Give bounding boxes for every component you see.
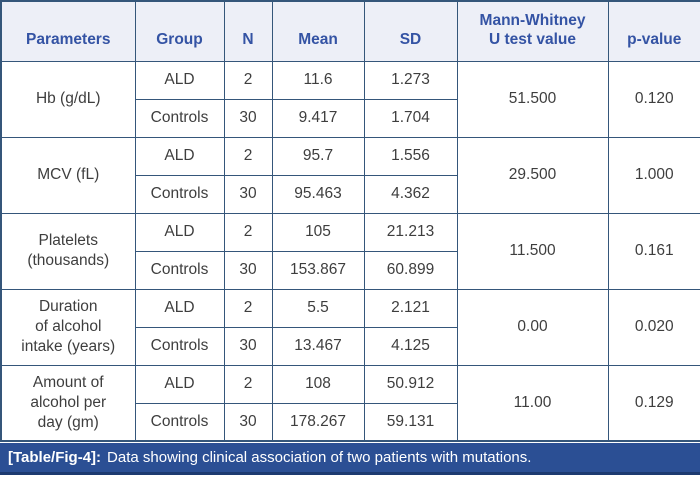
col-header-n: N xyxy=(223,0,273,62)
group-cell: Controls xyxy=(134,326,225,366)
table-row: Platelets (thousands) ALD 2 105 21.213 1… xyxy=(0,212,700,290)
col-header-sd: SD xyxy=(363,0,458,62)
n-cell: 2 xyxy=(223,288,273,328)
u-value-cell: 11.500 xyxy=(456,212,609,290)
sd-cell: 4.362 xyxy=(363,174,458,214)
n-cell: 30 xyxy=(223,402,273,442)
sd-cell: 1.556 xyxy=(363,136,458,176)
table-row: Controls 30 153.867 60.899 xyxy=(1,250,700,290)
mean-cell: 5.5 xyxy=(271,288,365,328)
mean-cell: 108 xyxy=(271,364,365,404)
sd-cell: 4.125 xyxy=(363,326,458,366)
table-row: Amount of alcohol per day (gm) ALD 2 108… xyxy=(0,364,700,442)
parameter-cell: Amount of alcohol per day (gm) xyxy=(0,364,136,442)
col-header-p-value: p-value xyxy=(607,0,700,62)
group-cell: Controls xyxy=(134,402,225,442)
header-row: Parameters Group N Mean SD Mann-Whitney … xyxy=(0,0,700,62)
mean-cell: 178.267 xyxy=(271,402,365,442)
table-row: Controls 30 95.463 4.362 xyxy=(1,174,700,214)
n-cell: 30 xyxy=(223,326,273,366)
parameter-cell: Duration of alcohol intake (years) xyxy=(0,288,136,366)
sd-cell: 1.704 xyxy=(363,98,458,138)
group-cell: ALD xyxy=(134,212,225,252)
table-row: Controls 30 13.467 4.125 xyxy=(1,326,700,366)
parameter-cell: Hb (g/dL) xyxy=(0,60,136,138)
p-value-cell: 1.000 xyxy=(607,136,700,214)
col-header-u-test: Mann-Whitney U test value xyxy=(456,0,609,62)
mean-cell: 9.417 xyxy=(271,98,365,138)
sd-cell: 1.273 xyxy=(363,60,458,100)
mean-cell: 105 xyxy=(271,212,365,252)
n-cell: 2 xyxy=(223,136,273,176)
clinical-association-table: Parameters Group N Mean SD Mann-Whitney … xyxy=(0,0,700,442)
u-value-cell: 0.00 xyxy=(456,288,609,366)
sd-cell: 2.121 xyxy=(363,288,458,328)
table-row: MCV (fL) ALD 2 95.7 1.556 29.500 1.000 xyxy=(0,136,700,214)
mean-cell: 13.467 xyxy=(271,326,365,366)
n-cell: 2 xyxy=(223,60,273,100)
col-header-parameters: Parameters xyxy=(0,0,136,62)
n-cell: 30 xyxy=(223,98,273,138)
group-cell: ALD xyxy=(134,136,225,176)
table-caption-bar: [Table/Fig-4]: Data showing clinical ass… xyxy=(0,443,700,475)
mean-cell: 153.867 xyxy=(271,250,365,290)
group-cell: ALD xyxy=(134,288,225,328)
col-header-mean: Mean xyxy=(271,0,365,62)
table-row: Controls 30 9.417 1.704 xyxy=(1,98,700,138)
p-value-cell: 0.129 xyxy=(607,364,700,442)
table-row: Duration of alcohol intake (years) ALD 2… xyxy=(0,288,700,366)
mean-cell: 95.463 xyxy=(271,174,365,214)
sd-cell: 50.912 xyxy=(363,364,458,404)
p-value-cell: 0.161 xyxy=(607,212,700,290)
sd-cell: 59.131 xyxy=(363,402,458,442)
u-value-cell: 51.500 xyxy=(456,60,609,138)
group-cell: Controls xyxy=(134,174,225,214)
p-value-cell: 0.020 xyxy=(607,288,700,366)
group-cell: ALD xyxy=(134,364,225,404)
mean-cell: 95.7 xyxy=(271,136,365,176)
group-cell: ALD xyxy=(134,60,225,100)
table-row: Controls 30 178.267 59.131 xyxy=(1,402,700,442)
u-value-cell: 29.500 xyxy=(456,136,609,214)
n-cell: 30 xyxy=(223,250,273,290)
group-cell: Controls xyxy=(134,98,225,138)
table-caption-label: [Table/Fig-4]: xyxy=(8,449,102,466)
n-cell: 2 xyxy=(223,212,273,252)
sd-cell: 60.899 xyxy=(363,250,458,290)
n-cell: 30 xyxy=(223,174,273,214)
mean-cell: 11.6 xyxy=(271,60,365,100)
p-value-cell: 0.120 xyxy=(607,60,700,138)
sd-cell: 21.213 xyxy=(363,212,458,252)
table-row: Hb (g/dL) ALD 2 11.6 1.273 51.500 0.120 xyxy=(0,60,700,138)
col-header-group: Group xyxy=(134,0,225,62)
n-cell: 2 xyxy=(223,364,273,404)
u-value-cell: 11.00 xyxy=(456,364,609,442)
parameter-cell: Platelets (thousands) xyxy=(0,212,136,290)
parameter-cell: MCV (fL) xyxy=(0,136,136,214)
group-cell: Controls xyxy=(134,250,225,290)
table-caption-text: Data showing clinical association of two… xyxy=(107,449,532,466)
